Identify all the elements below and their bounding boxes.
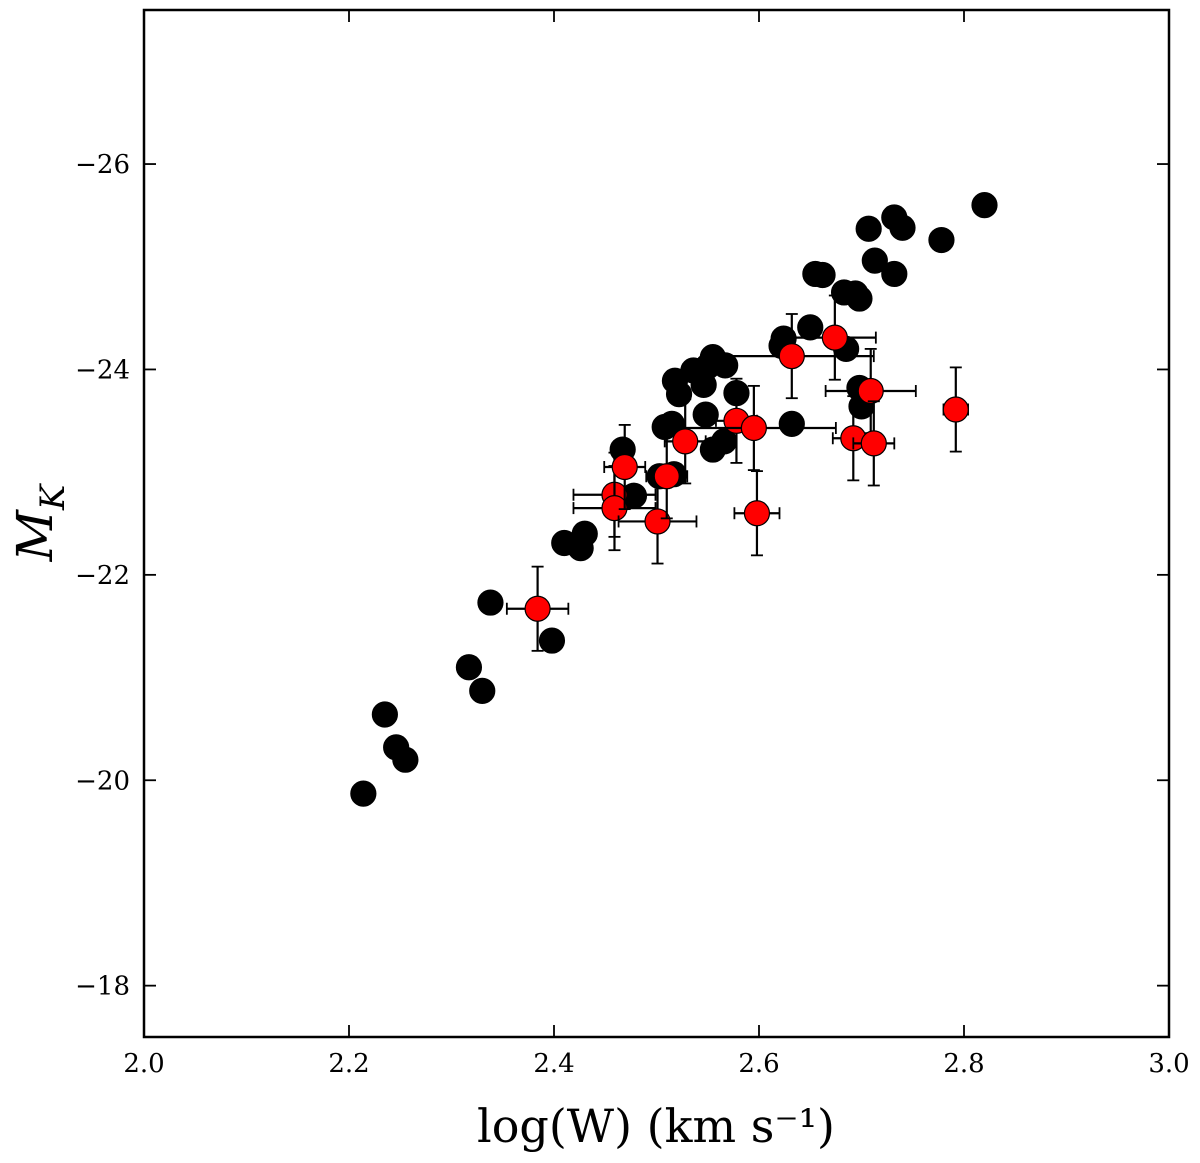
y-tick-label: −18 bbox=[75, 972, 130, 1002]
y-axis-label-main: M bbox=[6, 508, 64, 562]
data-point bbox=[861, 247, 888, 274]
data-point bbox=[942, 396, 969, 423]
data-point bbox=[846, 285, 873, 312]
y-tick-label: −26 bbox=[75, 150, 130, 180]
data-point bbox=[881, 260, 908, 288]
data-point bbox=[601, 494, 628, 522]
data-point bbox=[855, 215, 882, 242]
data-point bbox=[928, 226, 955, 254]
x-axis-label: log(W) (km s⁻¹) bbox=[477, 1099, 835, 1153]
data-point bbox=[797, 314, 824, 341]
data-point bbox=[860, 430, 887, 457]
data-point bbox=[809, 261, 836, 289]
data-point bbox=[477, 589, 504, 616]
data-point bbox=[644, 508, 671, 535]
y-tick-label: −20 bbox=[75, 766, 130, 796]
data-point bbox=[743, 500, 771, 527]
y-tick-label: −22 bbox=[75, 561, 130, 591]
data-point bbox=[524, 595, 551, 622]
data-point bbox=[350, 780, 377, 807]
data-point bbox=[611, 453, 638, 481]
data-point bbox=[821, 324, 848, 351]
x-tick-label: 2.6 bbox=[738, 1049, 779, 1079]
data-point bbox=[665, 380, 693, 408]
x-tick-label: 2.4 bbox=[533, 1049, 574, 1079]
data-point bbox=[392, 746, 419, 773]
data-point bbox=[889, 214, 916, 241]
x-tick-label: 2.8 bbox=[943, 1049, 984, 1079]
data-point bbox=[571, 520, 598, 547]
data-point bbox=[778, 342, 805, 370]
x-tick-label: 3.0 bbox=[1148, 1049, 1189, 1079]
series-1 bbox=[505, 294, 969, 652]
y-tick-label: −24 bbox=[75, 355, 130, 385]
data-point bbox=[672, 428, 699, 455]
x-tick-label: 2.0 bbox=[123, 1049, 164, 1079]
y-axis-label-subscript: K bbox=[33, 482, 73, 511]
ticks-layer: 2.0 2.2 2.4 2.6 2.8 3.0 −18 −20 −22 −24 −26 bbox=[75, 10, 1190, 1079]
data-point bbox=[778, 410, 805, 437]
data-point bbox=[692, 401, 719, 428]
data-point bbox=[971, 192, 998, 219]
points-layer bbox=[350, 192, 998, 807]
data-point bbox=[653, 463, 680, 490]
data-point bbox=[740, 414, 767, 442]
data-point bbox=[469, 677, 496, 705]
data-point bbox=[455, 654, 483, 681]
data-point bbox=[371, 701, 398, 728]
x-tick-label: 2.2 bbox=[328, 1049, 369, 1079]
data-point bbox=[712, 352, 739, 379]
data-point bbox=[538, 627, 566, 654]
y-axis-label: MK bbox=[6, 482, 73, 562]
data-point bbox=[857, 377, 884, 405]
